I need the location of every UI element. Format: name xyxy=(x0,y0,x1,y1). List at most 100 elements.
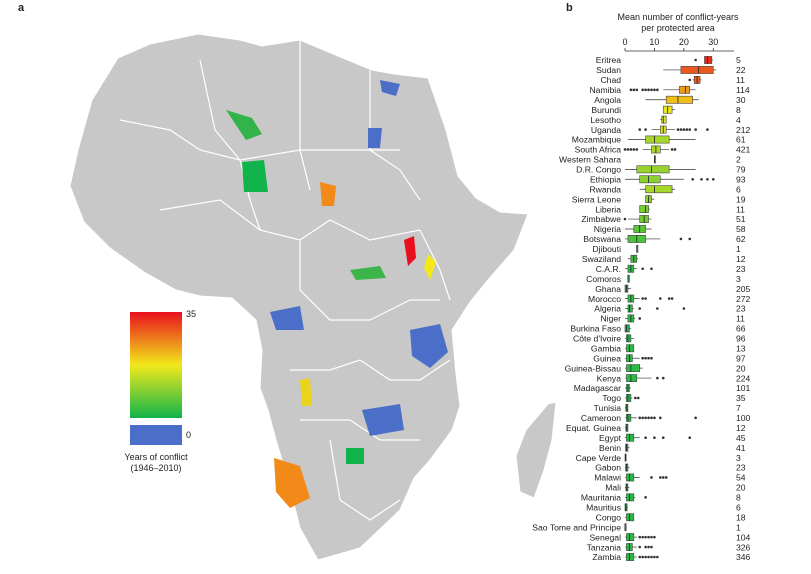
box xyxy=(626,364,641,373)
country-label: Uganda xyxy=(591,125,621,135)
sample-size-label: 326 xyxy=(736,542,751,552)
outlier-point xyxy=(670,297,674,300)
country-label: Djibouti xyxy=(592,244,621,254)
country-label: Comoros xyxy=(586,274,621,284)
pa-green-patch xyxy=(242,160,268,192)
sample-size-label: 13 xyxy=(736,343,746,353)
pa-blue-patch xyxy=(270,306,304,330)
box xyxy=(679,85,691,94)
protected-areas xyxy=(226,80,448,508)
sample-size-label: 8 xyxy=(736,105,741,115)
box xyxy=(624,324,630,333)
country-label: Chad xyxy=(600,75,621,85)
colorbar-zero-label: 0 xyxy=(186,430,192,440)
sample-size-label: 212 xyxy=(736,125,751,135)
country-label: Gambia xyxy=(591,343,621,353)
country-label: Kenya xyxy=(597,373,622,383)
sample-size-label: 11 xyxy=(736,75,745,85)
sample-size-label: 3 xyxy=(736,274,741,284)
outlier-point xyxy=(647,555,650,559)
outlier-point xyxy=(661,476,665,479)
outlier-point xyxy=(679,237,683,241)
x-tick-label: 20 xyxy=(679,37,689,47)
outlier-point xyxy=(644,356,647,360)
sample-size-label: 58 xyxy=(736,224,746,234)
sample-size-label: 272 xyxy=(736,294,751,304)
country-label: Egypt xyxy=(599,433,622,443)
outlier-point xyxy=(641,267,644,271)
outlier-point xyxy=(629,88,633,92)
outlier-point xyxy=(634,396,637,400)
sample-size-label: 23 xyxy=(736,304,746,314)
country-label: Malawi xyxy=(594,473,621,483)
pa-blue-patch xyxy=(368,128,382,148)
outlier-point xyxy=(688,436,692,440)
outlier-point xyxy=(641,535,644,539)
sample-size-label: 93 xyxy=(736,174,746,184)
outlier-point xyxy=(629,148,633,151)
pa-red-patch xyxy=(404,236,416,266)
box xyxy=(626,513,635,522)
outlier-point xyxy=(673,148,677,151)
sample-size-label: 35 xyxy=(736,393,746,403)
boxplot-title-line2: per protected area xyxy=(641,23,715,33)
outlier-point xyxy=(635,88,639,92)
outlier-point xyxy=(650,535,653,539)
outlier-point xyxy=(638,317,642,320)
country-label: Madagascar xyxy=(574,383,621,393)
legend-title-line2: (1946–2010) xyxy=(130,463,182,473)
country-label: Botswana xyxy=(583,234,621,244)
country-label: Angola xyxy=(594,95,621,105)
country-label: Burkina Faso xyxy=(570,324,621,334)
outlier-point xyxy=(641,555,644,559)
outlier-point xyxy=(664,476,668,479)
outlier-point xyxy=(650,88,653,92)
country-label: Ghana xyxy=(595,284,621,294)
outlier-point xyxy=(647,416,650,420)
outlier-point xyxy=(679,128,683,131)
sample-size-label: 18 xyxy=(736,512,746,522)
outlier-point xyxy=(653,88,656,92)
sample-size-label: 41 xyxy=(736,443,746,453)
x-tick-label: 10 xyxy=(649,37,659,47)
africa-outline xyxy=(69,33,529,561)
outlier-point xyxy=(644,416,647,420)
box xyxy=(636,165,670,174)
box xyxy=(626,334,632,343)
box xyxy=(626,533,635,542)
box xyxy=(626,473,635,482)
sample-size-label: 61 xyxy=(736,135,746,145)
outlier-point xyxy=(636,396,640,400)
outlier-point xyxy=(632,148,636,151)
sample-size-label: 8 xyxy=(736,493,741,503)
outlier-point xyxy=(635,148,639,151)
sample-size-label: 19 xyxy=(736,194,746,204)
outlier-point xyxy=(706,177,709,181)
country-label: Mauritania xyxy=(581,493,621,503)
outlier-point xyxy=(711,177,715,181)
outlier-point xyxy=(638,535,642,539)
sample-size-label: 11 xyxy=(736,314,745,324)
outlier-point xyxy=(626,148,630,151)
sample-size-label: 96 xyxy=(736,334,746,344)
outlier-point xyxy=(661,376,665,380)
sample-size-label: 101 xyxy=(736,383,751,393)
country-label: Gabon xyxy=(595,463,621,473)
outlier-point xyxy=(691,177,694,181)
outlier-point xyxy=(638,555,642,559)
sample-size-label: 51 xyxy=(736,214,746,224)
country-label: Zimbabwe xyxy=(581,214,621,224)
outlier-point xyxy=(644,436,647,440)
outlier-point xyxy=(700,177,703,181)
africa-conflict-map xyxy=(69,33,557,561)
country-label: Sierra Leone xyxy=(572,194,621,204)
outlier-point xyxy=(644,555,647,559)
outlier-point xyxy=(682,307,686,310)
outlier-point xyxy=(644,88,647,92)
box xyxy=(639,175,661,184)
box xyxy=(626,433,635,442)
pa-yellow-patch xyxy=(424,254,436,280)
outlier-point xyxy=(688,78,692,82)
pa-yellow-patch xyxy=(300,378,312,406)
outlier-point xyxy=(659,476,662,479)
